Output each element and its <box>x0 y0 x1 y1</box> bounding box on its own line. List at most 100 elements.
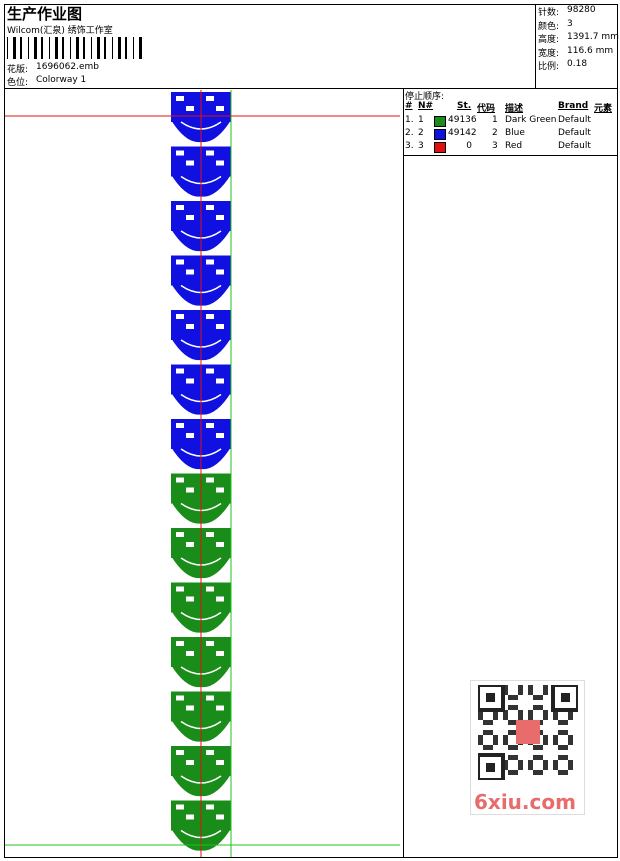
qr-cell <box>513 695 518 700</box>
motif-cut <box>176 150 184 156</box>
motif-cut <box>216 760 224 765</box>
qr-finder-dot <box>561 693 570 702</box>
design-label: 花版: <box>7 65 29 75</box>
bar-stripe <box>62 37 64 59</box>
row-brand: Default <box>558 128 591 138</box>
watermark: 6xiu.com <box>474 790 576 814</box>
stat-label: 颜色: <box>538 21 560 32</box>
bar-stripe <box>28 37 29 59</box>
qr-cell <box>513 755 518 760</box>
stat-value: 1391.7 mm <box>567 32 619 42</box>
qr-cell <box>518 715 523 720</box>
qr-cell <box>528 760 533 765</box>
qr-cell <box>563 770 568 775</box>
qr-cell <box>518 690 523 695</box>
qr-cell <box>538 730 543 735</box>
color-swatch <box>434 129 446 140</box>
motif-cut <box>186 433 194 438</box>
qr-cell <box>538 755 543 760</box>
row-description: Red <box>505 141 523 151</box>
motif-cut <box>206 423 214 428</box>
bar-stripe <box>112 37 113 59</box>
qr-cell <box>568 760 573 765</box>
motif-cut <box>206 314 214 319</box>
qr-cell <box>533 705 538 710</box>
motif-cut <box>176 368 184 374</box>
row-index: 3. <box>405 141 414 151</box>
row-index: 1. <box>405 115 414 125</box>
colorway-label: 色位: <box>7 78 29 88</box>
qr-cell <box>513 720 518 725</box>
row-n: 2 <box>418 128 424 138</box>
motif-cut <box>216 542 224 547</box>
qr-cell <box>538 720 543 725</box>
motif-cut <box>176 259 184 265</box>
qr-cell <box>508 745 513 750</box>
qr-cell <box>528 710 533 715</box>
barcode <box>7 37 142 59</box>
design: 1696062.emb <box>36 62 99 72</box>
bar-stripe <box>97 37 100 59</box>
qr-finder-dot <box>486 693 495 702</box>
qr-cell <box>533 770 538 775</box>
qr-cell <box>563 745 568 750</box>
qr-cell <box>533 695 538 700</box>
qr-cell <box>483 720 488 725</box>
motif-cut <box>186 542 194 547</box>
qr-cell <box>558 770 563 775</box>
stop-title: 停止顺序: <box>405 92 445 102</box>
qr-cell <box>483 730 488 735</box>
motif-cut <box>186 487 194 493</box>
row-brand: Default <box>558 115 591 125</box>
motif-cut <box>186 814 194 820</box>
qr-cell <box>563 730 568 735</box>
row-code: 3 <box>492 141 498 151</box>
qr-cell <box>553 735 558 740</box>
bar-stripe <box>91 37 92 59</box>
qr-cell <box>503 740 508 745</box>
stat-value: 98280 <box>567 5 596 15</box>
motif-cut <box>176 477 184 483</box>
qr-cell <box>543 740 548 745</box>
qr-cell <box>553 710 558 715</box>
qr-cell <box>483 745 488 750</box>
qr-cell <box>543 765 548 770</box>
qr-cell <box>538 745 543 750</box>
motif-cut <box>206 750 214 755</box>
qr-cell <box>508 695 513 700</box>
qr-cell <box>503 685 508 690</box>
qr-cell <box>568 710 573 715</box>
motif-cut <box>176 96 184 101</box>
motif-cut <box>186 106 194 111</box>
motif-cut <box>206 205 214 210</box>
row-code: 1 <box>492 115 498 125</box>
motif-cut <box>176 804 184 810</box>
motif-cut <box>216 487 224 493</box>
qr-cell <box>543 685 548 690</box>
bar-stripe <box>118 37 121 59</box>
qr-cell <box>503 690 508 695</box>
motif-cut <box>206 695 214 701</box>
stat-label: 比例: <box>538 62 560 72</box>
bar-stripe <box>55 37 58 59</box>
qr-cell <box>503 760 508 765</box>
row-code: 2 <box>492 128 498 138</box>
motif-cut <box>206 641 214 646</box>
row-stitches: 49136 <box>448 115 477 125</box>
qr-cell <box>543 735 548 740</box>
motif-cut <box>206 532 214 537</box>
bar-stripe <box>139 37 142 59</box>
qr-box <box>470 680 585 815</box>
bar-stripe <box>83 37 85 59</box>
qr-cell <box>533 755 538 760</box>
motif-cut <box>206 586 214 592</box>
qr-cell <box>568 715 573 720</box>
motif-cut <box>206 150 214 156</box>
bar-stripe <box>76 37 79 59</box>
qr-cell <box>508 770 513 775</box>
qr-cell <box>518 760 523 765</box>
row-description: Blue <box>505 128 525 138</box>
column-header: N# <box>418 101 434 111</box>
qr-cell <box>518 685 523 690</box>
